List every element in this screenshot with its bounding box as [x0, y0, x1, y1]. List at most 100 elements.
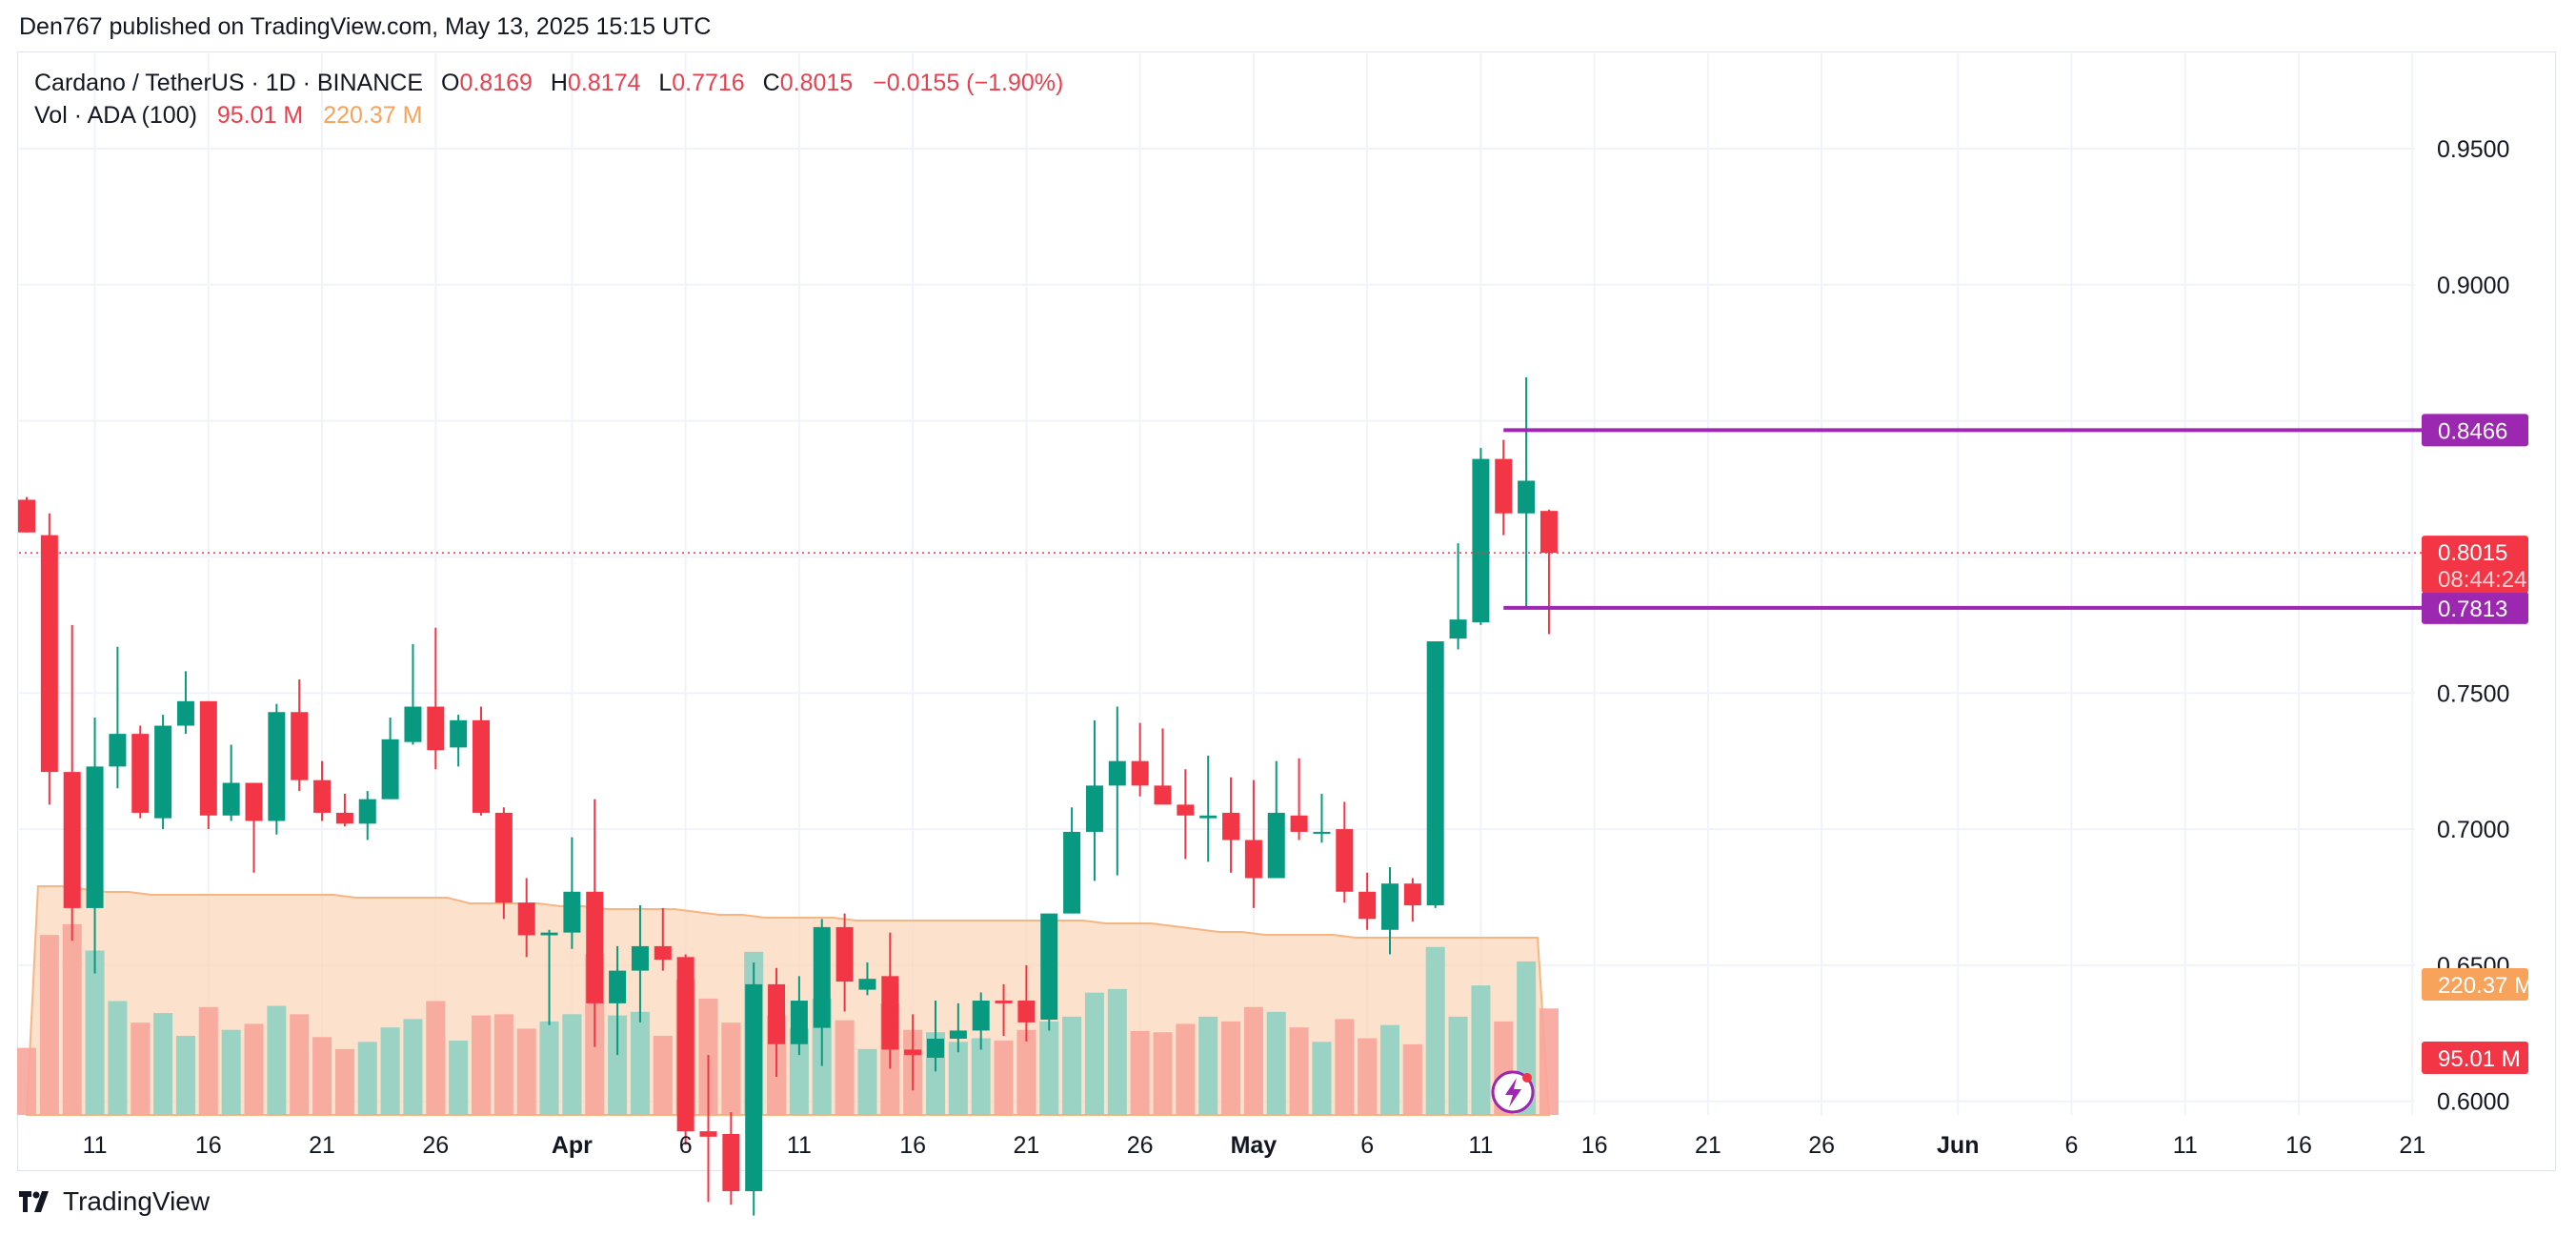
footer[interactable]: TradingView: [19, 1186, 210, 1217]
volume-bar: [1176, 1023, 1196, 1115]
volume-bar: [721, 1022, 741, 1115]
close-label: C: [762, 70, 780, 96]
volume-bar: [175, 1036, 195, 1115]
candle-body: [563, 891, 581, 933]
candle-body: [927, 1039, 944, 1059]
candle-body: [1381, 883, 1399, 930]
level-price-badge-text: 0.7813: [2438, 597, 2507, 622]
candle-body: [1244, 840, 1262, 879]
time-tick-label: 16: [1581, 1132, 1608, 1159]
candle-body: [858, 979, 876, 990]
volume-bar: [244, 1023, 264, 1115]
symbol-title[interactable]: Cardano / TetherUS · 1D · BINANCE: [34, 70, 424, 96]
price-tick-label: 0.9500: [2437, 136, 2509, 163]
candle-body: [1472, 458, 1490, 622]
candle-body: [745, 983, 763, 1191]
candle-body: [1495, 458, 1513, 514]
time-tick-label: 21: [1013, 1132, 1039, 1159]
candle-body: [63, 772, 81, 908]
time-tick-label: 6: [1360, 1132, 1374, 1159]
candle-body: [1063, 831, 1081, 914]
volume-bar: [312, 1037, 332, 1115]
change-value: −0.0155 (−1.90%): [873, 70, 1064, 96]
candle-body: [1336, 829, 1354, 892]
time-tick-label: 21: [1695, 1132, 1721, 1159]
level-price-badge: 0.8466: [2422, 414, 2528, 447]
volume-bar: [1016, 1029, 1036, 1115]
candle-body: [881, 976, 899, 1050]
volume-bar: [1084, 992, 1104, 1115]
volume-ma-badge-text: 220.37 M: [2438, 973, 2533, 999]
candle-body: [972, 1001, 990, 1031]
time-tick-label: 26: [422, 1132, 449, 1159]
volume-bar: [971, 1038, 991, 1115]
time-tick-label: 11: [83, 1132, 108, 1159]
price-tick-label: 0.6000: [2437, 1089, 2509, 1116]
time-axis[interactable]: 11 16 21 26 Apr 6 11 16 21 26 May 6 11 16 21 26 Jun 6 11 16…: [83, 1132, 2426, 1159]
volume-bar: [426, 1001, 446, 1115]
open-value: 0.8169: [459, 70, 533, 96]
volume-ma-badge: 220.37 M: [2422, 968, 2533, 1001]
volume-bar: [994, 1041, 1014, 1115]
time-tick-label: 11: [787, 1132, 812, 1159]
volume-bar: [1425, 946, 1445, 1115]
candle-body: [676, 957, 694, 1132]
candle-body: [358, 799, 376, 824]
volume-label[interactable]: Vol · ADA (100): [34, 102, 197, 129]
candle-body: [699, 1131, 717, 1137]
volume-bar: [153, 1013, 173, 1115]
time-tick-label: May: [1231, 1132, 1278, 1159]
volume-bar: [334, 1048, 354, 1115]
candle-body: [1108, 760, 1126, 786]
candle-body: [473, 719, 490, 813]
candle-body: [1267, 812, 1285, 879]
volume-bar: [1062, 1016, 1082, 1115]
volume-bar: [1358, 1038, 1378, 1115]
volume-bar: [472, 1015, 491, 1115]
volume-badge-text: 95.01 M: [2438, 1046, 2521, 1072]
volume-badge: 95.01 M: [2422, 1042, 2528, 1074]
flash-icon[interactable]: [1491, 1070, 1535, 1114]
volume-bar: [85, 950, 105, 1115]
candle-body: [1154, 785, 1172, 805]
chart-frame: [17, 51, 2556, 1171]
volume-bar: [39, 935, 59, 1115]
volume-bar: [1153, 1032, 1173, 1115]
grid-lines: [19, 53, 2415, 1115]
candle-body: [176, 700, 194, 726]
candle-body: [586, 891, 604, 1003]
time-tick-label: Jun: [1937, 1132, 1979, 1159]
volume-bar: [516, 1028, 536, 1115]
volume-bar: [1539, 1008, 1559, 1115]
volume-bar: [1221, 1021, 1241, 1115]
candle-body: [949, 1030, 967, 1040]
candle-body: [494, 812, 513, 903]
candle-body: [199, 700, 217, 816]
candle-body: [631, 945, 649, 971]
volume-bar: [290, 1014, 310, 1115]
volume-bar: [1448, 1016, 1468, 1115]
low-value: 0.7716: [672, 70, 745, 96]
time-tick-label: 26: [1808, 1132, 1835, 1159]
candle-body: [1177, 804, 1195, 816]
volume-bar: [62, 923, 82, 1115]
volume-bar: [630, 1011, 650, 1115]
time-tick-label: 11: [1468, 1132, 1493, 1159]
open-label: O: [440, 70, 460, 96]
candle-body: [1290, 815, 1308, 832]
volume-bar: [835, 1020, 855, 1115]
time-tick-label: 16: [195, 1132, 222, 1159]
candle-body: [1131, 760, 1149, 786]
time-tick-label: 16: [2285, 1132, 2312, 1159]
candle-body: [1040, 913, 1058, 1021]
chart-legend: Cardano / TetherUS · 1D · BINANCE O0.816…: [34, 67, 1063, 132]
candle-body: [609, 970, 627, 1003]
candle-body: [1222, 812, 1240, 840]
volume-bar: [1380, 1024, 1399, 1115]
time-tick-label: 11: [2173, 1132, 2198, 1159]
time-tick-label: 6: [679, 1132, 693, 1159]
